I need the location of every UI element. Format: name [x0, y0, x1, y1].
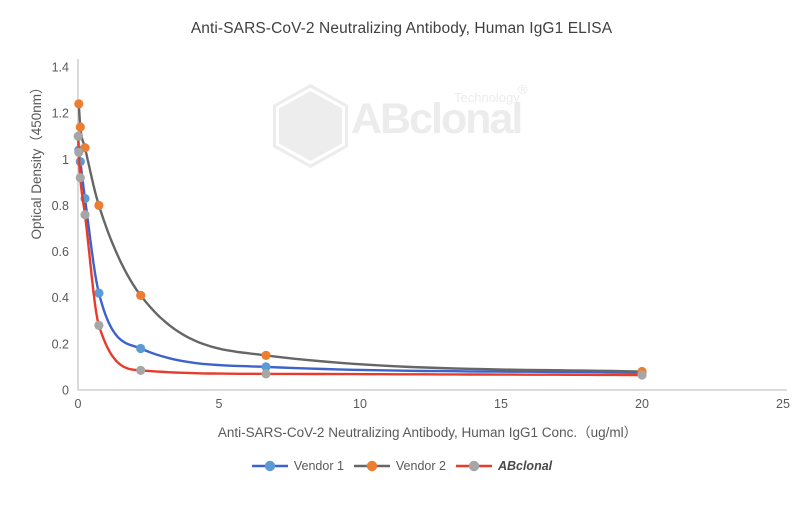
chart-legend: Vendor 1 Vendor 2 ABclonal	[0, 459, 803, 473]
data-point-abclonal	[136, 365, 146, 375]
x-tick-label: 15	[494, 397, 508, 411]
y-tick-label: 1	[62, 153, 69, 167]
data-point-vendor-1	[261, 362, 271, 372]
series-curve-vendor-2	[77, 102, 644, 373]
x-tick-label: 10	[353, 397, 367, 411]
data-point-abclonal	[75, 173, 85, 183]
data-point-abclonal	[80, 210, 90, 220]
legend-swatch-vendor-2	[353, 460, 390, 472]
y-tick-label: 0.6	[52, 245, 69, 259]
y-tick-label: 0.4	[52, 291, 69, 305]
legend-label-vendor-2: Vendor 2	[395, 459, 446, 473]
legend-item-abclonal: ABclonal	[455, 459, 552, 473]
x-axis-title: Anti-SARS-CoV-2 Neutralizing Antibody, H…	[217, 425, 638, 440]
x-tick-label: 0	[75, 397, 82, 411]
data-point-vendor-2	[74, 99, 84, 109]
legend-label-abclonal: ABclonal	[497, 459, 553, 473]
y-axis-title: Optical Density（450nm）	[29, 80, 44, 240]
y-tick-label: 0	[62, 384, 69, 398]
y-tick-label: 0.8	[52, 199, 69, 213]
data-point-vendor-1	[136, 343, 146, 354]
y-tick-label: 0.2	[52, 337, 69, 351]
y-tick-label: 1.4	[52, 61, 69, 75]
data-point-abclonal	[637, 370, 647, 380]
series-curve-vendor-1	[77, 135, 644, 374]
chart-title: Anti-SARS-CoV-2 Neutralizing Antibody, H…	[190, 20, 613, 37]
data-point-vendor-2	[136, 290, 146, 300]
legend-swatch-vendor-1	[251, 460, 288, 472]
data-point-vendor-2	[75, 122, 85, 132]
data-point-abclonal	[261, 369, 271, 379]
data-point-vendor-2	[94, 200, 104, 210]
y-tick-label: 1.2	[52, 107, 69, 121]
x-tick-label: 5	[216, 397, 223, 411]
data-point-abclonal	[94, 320, 104, 330]
x-tick-label: 25	[776, 397, 790, 411]
data-point-vendor-2	[261, 350, 271, 360]
legend-label-vendor-1: Vendor 1	[293, 459, 344, 473]
legend-item-vendor-1: Vendor 1	[251, 459, 344, 473]
data-point-vendor-1	[94, 288, 104, 298]
legend-item-vendor-2: Vendor 2	[353, 459, 446, 473]
x-tick-label: 20	[635, 397, 649, 411]
data-point-abclonal	[73, 131, 83, 141]
series-curve-abclonal	[77, 135, 644, 377]
data-point-abclonal	[74, 147, 84, 157]
legend-swatch-abclonal	[455, 460, 492, 472]
